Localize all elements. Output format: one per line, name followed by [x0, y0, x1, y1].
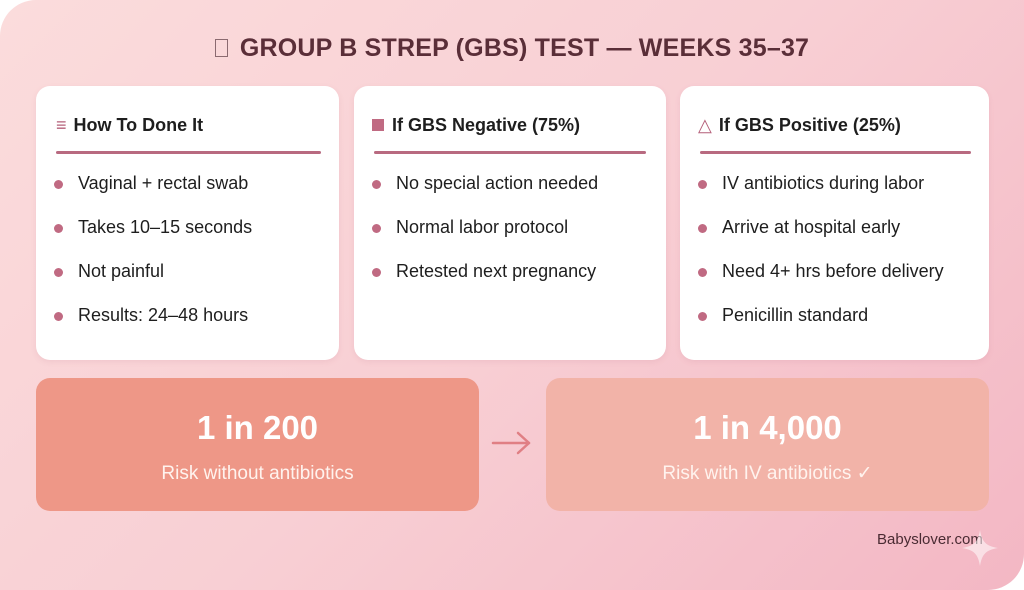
list-item: Vaginal + rectal swab: [54, 168, 321, 212]
stat-value: 1 in 200: [196, 409, 319, 446]
bullet-list: No special action needed Normal labor pr…: [372, 168, 648, 300]
list-item: No special action needed: [372, 168, 648, 212]
card-gbs-positive: △ If GBS Positive (25%) IV antibiotics d…: [680, 86, 989, 360]
list-item: Not painful: [54, 256, 321, 300]
list-item: Takes 10–15 seconds: [54, 212, 321, 256]
title-text: GROUP B STREP (GBS) TEST — WEEKS 35–37: [239, 34, 810, 62]
list-item: Penicillin standard: [698, 300, 971, 344]
card-title: How To Done It: [73, 114, 204, 135]
divider: [56, 151, 321, 154]
missing-glyph-box-icon: [214, 39, 228, 57]
list-item: Normal labor protocol: [372, 212, 648, 256]
divider: [700, 151, 971, 154]
stat-risk-without-antibiotics: 1 in 200 Risk without antibiotics: [36, 378, 479, 511]
card-header: ≡ How To Done It: [54, 112, 321, 138]
card-how-to: ≡ How To Done It Vaginal + rectal swab T…: [36, 86, 339, 360]
card-header: If GBS Negative (75%): [372, 112, 648, 138]
list-item: Results: 24–48 hours: [54, 300, 321, 344]
stat-value: 1 in 4,000: [693, 409, 842, 446]
list-item: Arrive at hospital early: [698, 212, 971, 256]
card-header: △ If GBS Positive (25%): [698, 112, 971, 138]
square-icon: [372, 119, 384, 131]
stat-risk-with-antibiotics: 1 in 4,000 Risk with IV antibiotics ✓: [546, 378, 989, 511]
hamburger-list-icon: ≡: [56, 114, 67, 135]
card-gbs-negative: If GBS Negative (75%) No special action …: [354, 86, 666, 360]
card-title: If GBS Negative (75%): [392, 114, 581, 135]
list-item: Retested next pregnancy: [372, 256, 648, 300]
warning-triangle-icon: △: [698, 114, 712, 135]
page-title: GROUP B STREP (GBS) TEST — WEEKS 35–37: [0, 34, 1024, 63]
stat-label: Risk without antibiotics: [161, 463, 354, 484]
sparkle-icon: [962, 530, 998, 566]
list-item: IV antibiotics during labor: [698, 168, 971, 212]
card-title: If GBS Positive (25%): [718, 114, 901, 135]
list-item: Need 4+ hrs before delivery: [698, 256, 971, 300]
divider: [374, 151, 646, 154]
brand-watermark: Babyslover.com: [877, 531, 983, 548]
bullet-list: Vaginal + rectal swab Takes 10–15 second…: [54, 168, 321, 344]
stat-label: Risk with IV antibiotics ✓: [662, 463, 873, 484]
arrow-right-icon: [491, 431, 531, 455]
bullet-list: IV antibiotics during labor Arrive at ho…: [698, 168, 971, 344]
